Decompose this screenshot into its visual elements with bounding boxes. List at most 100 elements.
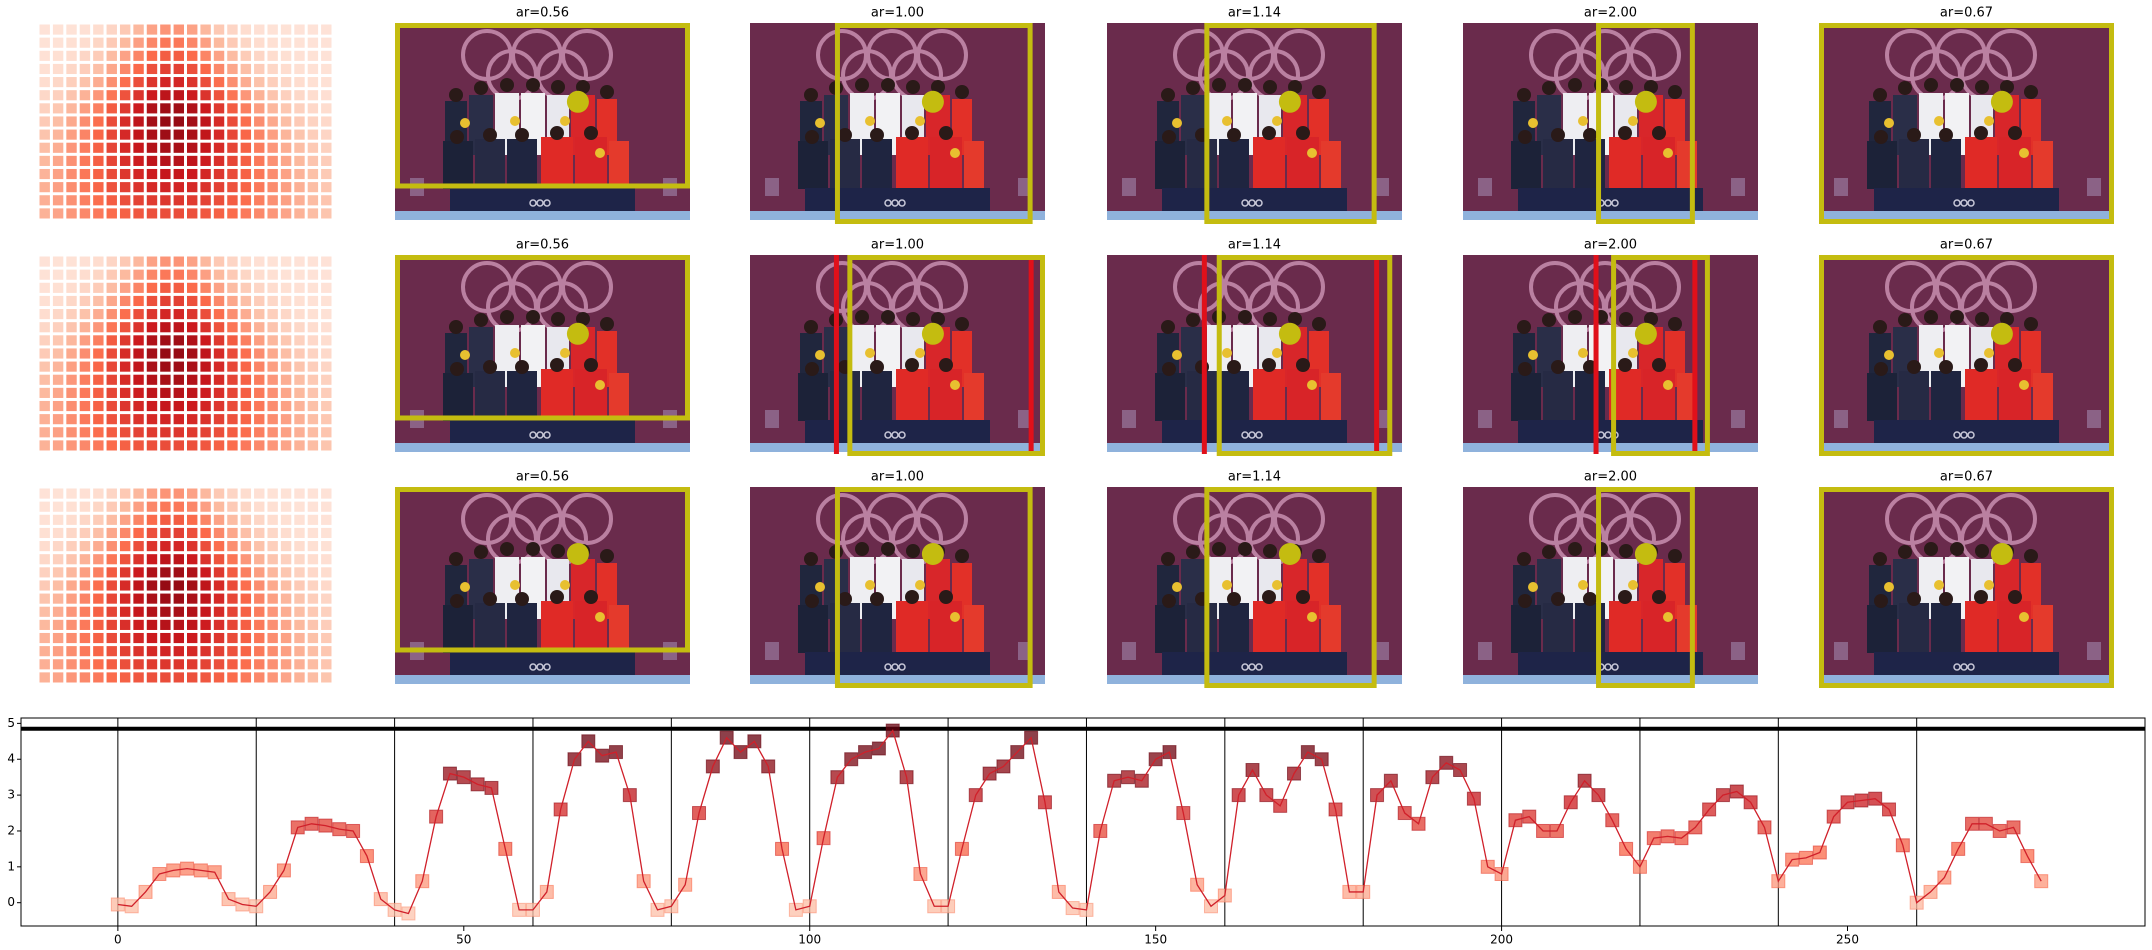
heatmap-cell bbox=[146, 168, 158, 180]
heatmap-cell bbox=[146, 256, 158, 267]
heatmap-cell bbox=[119, 501, 131, 512]
heatmap-cell bbox=[160, 672, 171, 683]
heatmap-cell bbox=[79, 129, 91, 140]
heatmap-cell bbox=[294, 168, 305, 180]
heatmap bbox=[39, 256, 332, 451]
heatmap-cell bbox=[321, 632, 332, 644]
heatmap-cell bbox=[173, 208, 184, 219]
heatmap-cell bbox=[133, 501, 144, 512]
heatmap-cell bbox=[321, 387, 332, 398]
heatmap-cell bbox=[39, 256, 50, 267]
heatmap-cell bbox=[173, 606, 184, 617]
heatmap-cell bbox=[93, 335, 104, 346]
heatmap-cell bbox=[160, 37, 171, 48]
heatmap-cell bbox=[213, 374, 225, 385]
heatmap-cell bbox=[119, 527, 131, 539]
heatmap-cell bbox=[173, 567, 184, 578]
heatmap-cell bbox=[213, 400, 225, 412]
heatmap-cell bbox=[106, 672, 117, 683]
heatmap-cell bbox=[227, 619, 238, 630]
heatmap-cell bbox=[187, 440, 198, 451]
heatmap-cell bbox=[240, 256, 252, 267]
heatmap-cell bbox=[106, 208, 117, 219]
target-dot bbox=[1634, 322, 1657, 345]
heatmap-cell bbox=[93, 24, 104, 35]
heatmap-cell bbox=[160, 619, 171, 630]
heatmap-cell bbox=[106, 440, 117, 451]
heatmap-cell bbox=[321, 322, 332, 333]
heatmap-cell bbox=[66, 514, 77, 525]
heatmap-cell bbox=[119, 282, 131, 293]
heatmap-cell bbox=[240, 348, 252, 359]
heatmap-cell bbox=[227, 90, 238, 101]
heatmap-cell bbox=[106, 541, 117, 552]
heatmap-cell bbox=[200, 309, 211, 320]
heatmap-cell bbox=[200, 129, 211, 140]
heatmap-cell bbox=[307, 400, 319, 412]
heatmap-cell bbox=[160, 24, 171, 35]
heatmap-cell bbox=[79, 142, 91, 153]
heatmap-cell bbox=[321, 116, 332, 127]
heatmap-cell bbox=[106, 309, 117, 320]
heatmap-cell bbox=[321, 63, 332, 75]
heatmap-cell bbox=[200, 672, 211, 683]
heatmap-cell bbox=[133, 322, 144, 333]
heatmap-cell bbox=[52, 63, 64, 75]
heatmap-cell bbox=[240, 335, 252, 346]
heatmap-cell bbox=[66, 501, 77, 512]
heatmap-cell bbox=[267, 632, 278, 644]
heatmap-cell bbox=[294, 501, 305, 512]
heatmap-cell bbox=[307, 90, 319, 101]
heatmap-cell bbox=[79, 348, 91, 359]
heatmap-cell bbox=[280, 374, 292, 385]
heatmap-cell bbox=[254, 580, 265, 591]
heatmap-cell bbox=[52, 427, 64, 438]
heatmap-cell bbox=[66, 335, 77, 346]
heatmap-cell bbox=[146, 295, 158, 307]
heatmap-cell bbox=[213, 37, 225, 48]
heatmap-cell bbox=[267, 440, 278, 451]
heatmap-cell bbox=[173, 659, 184, 670]
heatmap-cell bbox=[321, 295, 332, 307]
heatmap-cell bbox=[307, 309, 319, 320]
heatmap-cell bbox=[254, 335, 265, 346]
heatmap-cell bbox=[227, 580, 238, 591]
heatmap-cell bbox=[213, 50, 225, 61]
heatmap-cell bbox=[240, 182, 252, 193]
heatmap-cell bbox=[307, 168, 319, 180]
heatmap-cell bbox=[119, 672, 131, 683]
heatmap-cell bbox=[187, 256, 198, 267]
heatmap-cell bbox=[66, 488, 77, 499]
heatmap-cell bbox=[79, 37, 91, 48]
heatmap-cell bbox=[39, 361, 50, 372]
heatmap-cell bbox=[39, 142, 50, 153]
heatmap-cell bbox=[227, 309, 238, 320]
heatmap-cell bbox=[267, 182, 278, 193]
heatmap-cell bbox=[240, 580, 252, 591]
heatmap-cell bbox=[146, 282, 158, 293]
heatmap-cell bbox=[66, 129, 77, 140]
heatmap-cell bbox=[321, 488, 332, 499]
heatmap-cell bbox=[240, 646, 252, 657]
heatmap-cell bbox=[254, 606, 265, 617]
heatmap-cell bbox=[280, 155, 292, 166]
heatmap-cell bbox=[173, 50, 184, 61]
heatmap-cell bbox=[160, 77, 171, 88]
heatmap-cell bbox=[173, 335, 184, 346]
heatmap-cell bbox=[173, 63, 184, 75]
heatmap-cell bbox=[294, 593, 305, 604]
heatmap-cell bbox=[106, 256, 117, 267]
heatmap-cell bbox=[200, 182, 211, 193]
heatmap-cell bbox=[39, 672, 50, 683]
heatmap-cell bbox=[133, 269, 144, 280]
heatmap-cell bbox=[52, 256, 64, 267]
heatmap-cell bbox=[173, 361, 184, 372]
heatmap-cell bbox=[106, 619, 117, 630]
heatmap-cell bbox=[321, 501, 332, 512]
heatmap-cell bbox=[227, 361, 238, 372]
heatmap-cell bbox=[307, 554, 319, 565]
heatmap-cell bbox=[213, 593, 225, 604]
heatmap-cell bbox=[307, 50, 319, 61]
heatmap-cell bbox=[173, 37, 184, 48]
heatmap-cell bbox=[119, 593, 131, 604]
